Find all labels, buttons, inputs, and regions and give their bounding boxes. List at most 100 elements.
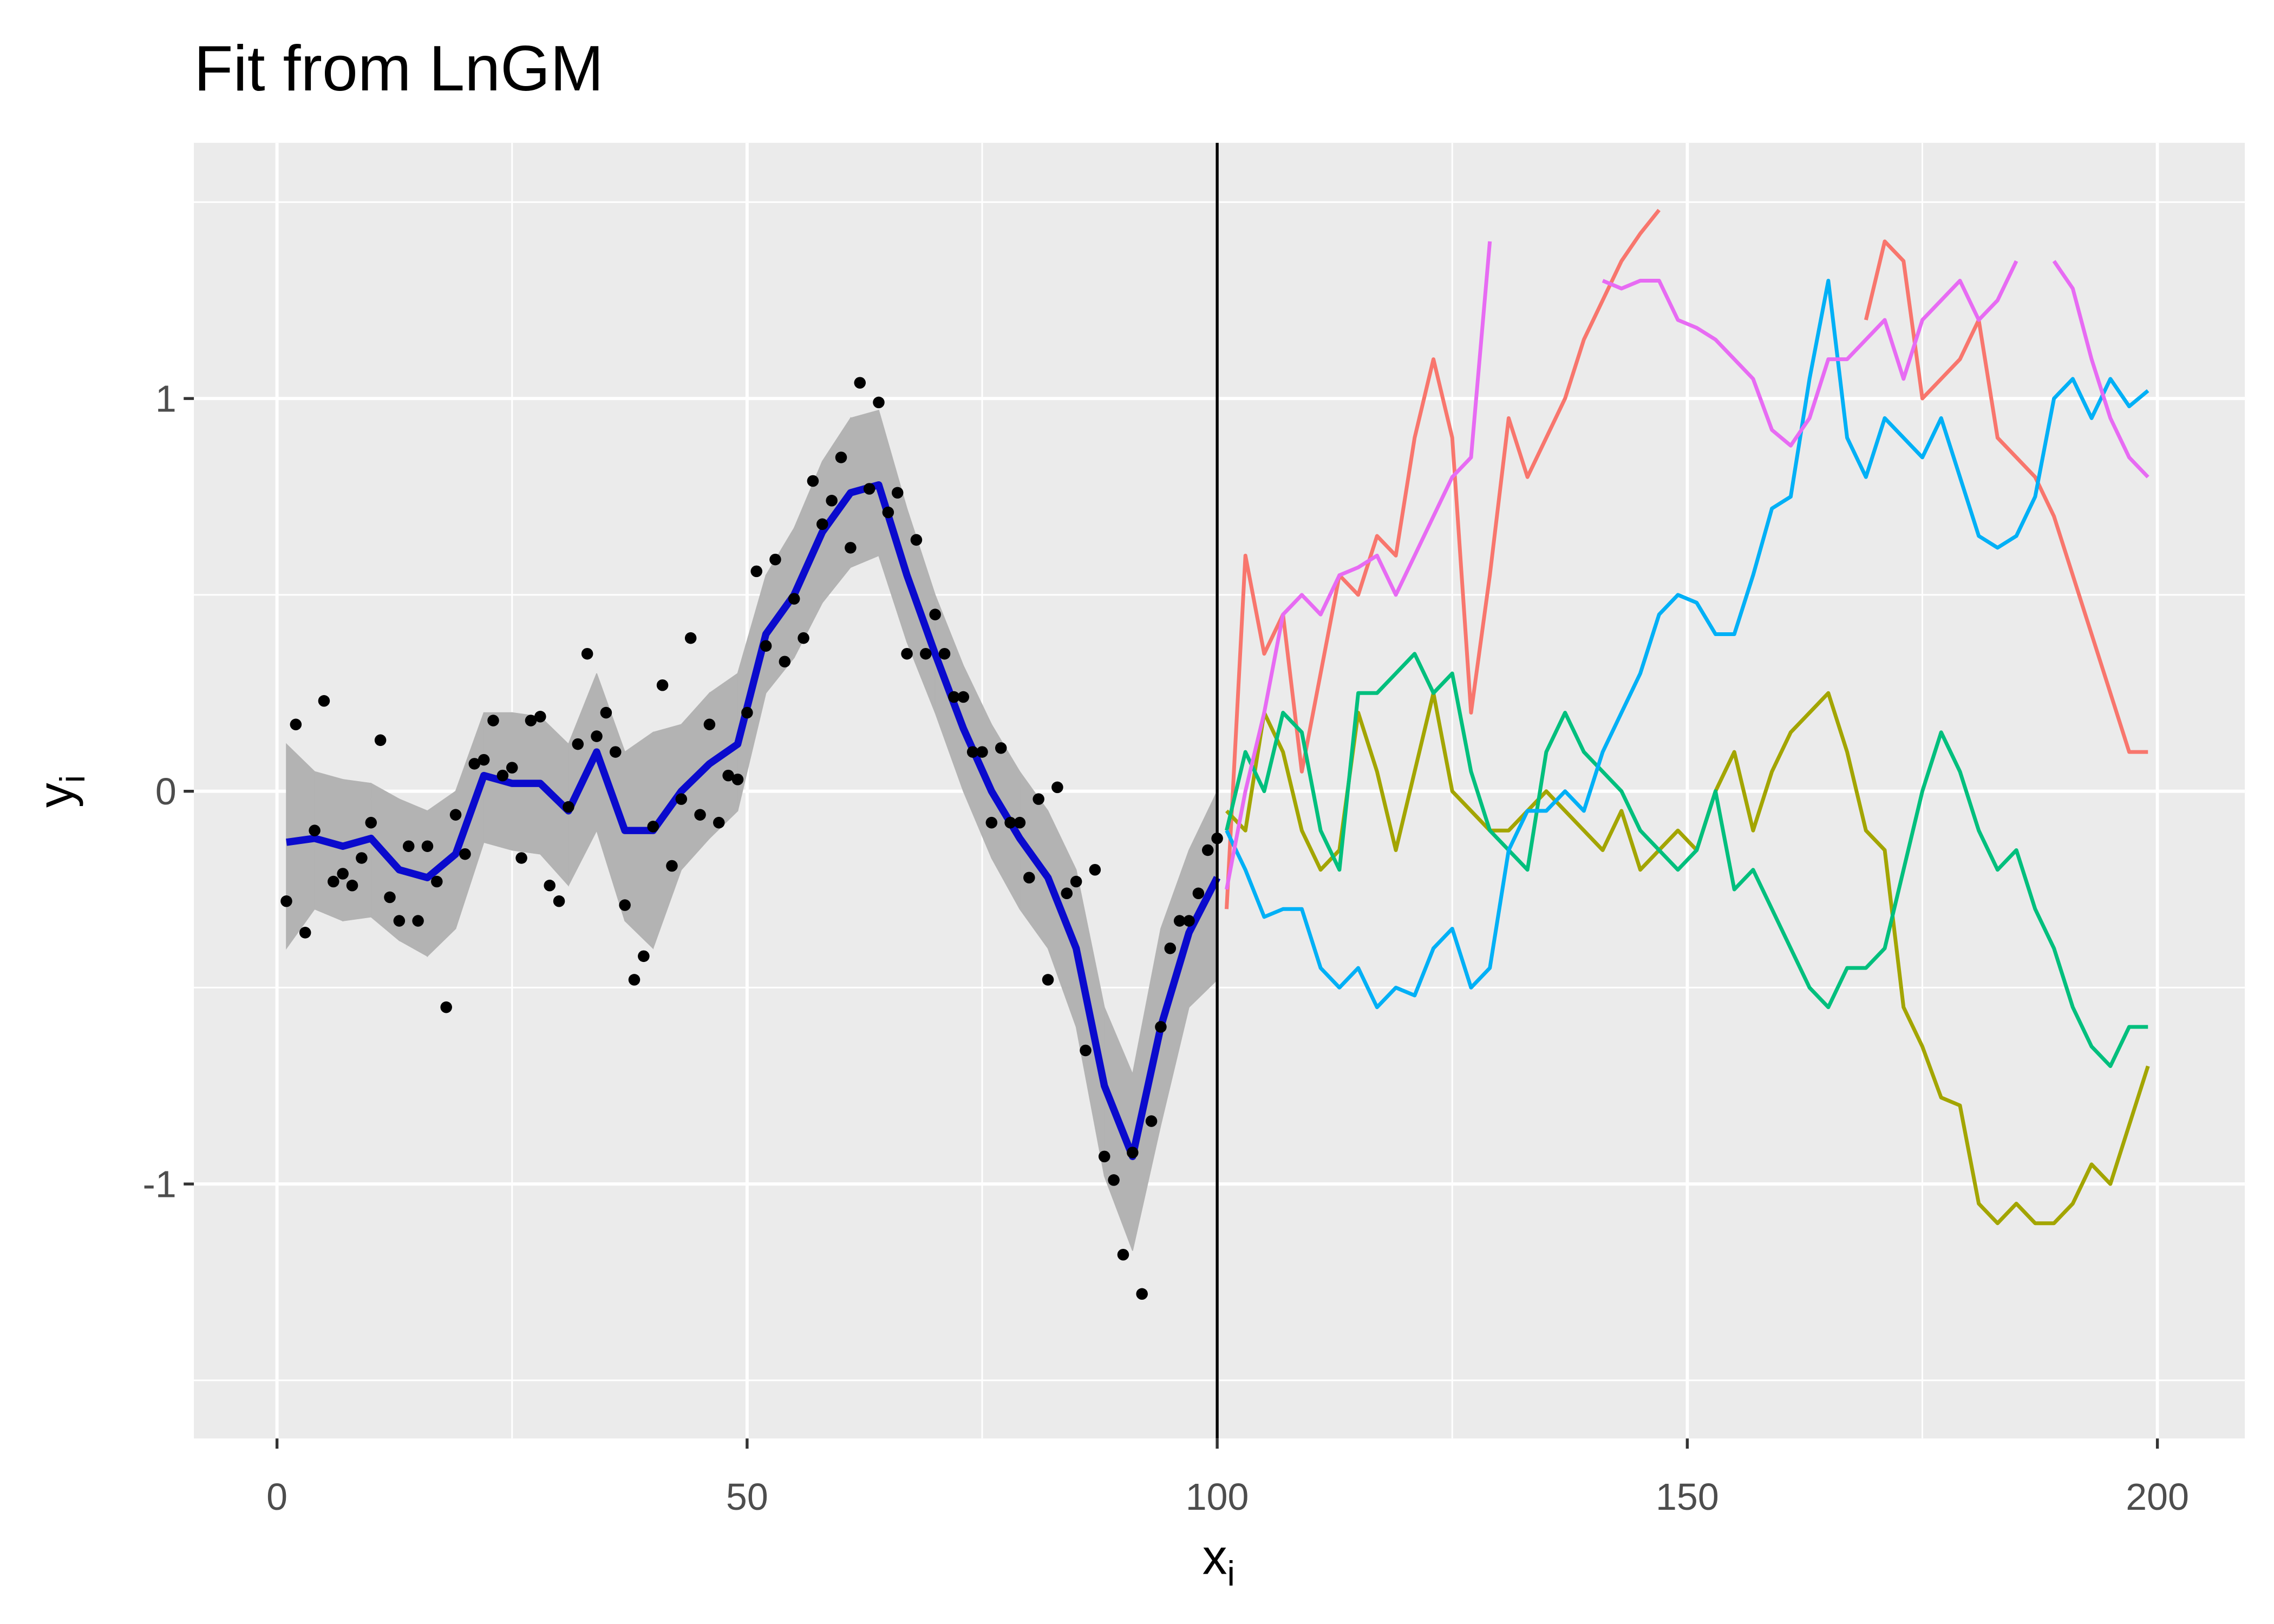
y-tick-label: 0 bbox=[155, 770, 177, 813]
data-point bbox=[901, 647, 913, 660]
x-tick-label: 200 bbox=[2126, 1476, 2189, 1518]
data-point bbox=[863, 483, 875, 495]
data-point bbox=[506, 762, 518, 774]
data-point bbox=[684, 632, 697, 644]
y-axis-label: yi bbox=[29, 775, 93, 808]
x-axis-label-main: x bbox=[1203, 1530, 1227, 1585]
data-point bbox=[694, 809, 706, 821]
data-point bbox=[666, 860, 678, 872]
data-point bbox=[553, 895, 565, 907]
data-point bbox=[402, 840, 415, 852]
data-point bbox=[1108, 1174, 1120, 1186]
data-point bbox=[779, 656, 791, 667]
axes: 0 50 100 150 200 -1 0 1 bbox=[143, 377, 2189, 1518]
data-point bbox=[468, 758, 481, 770]
data-point bbox=[478, 754, 490, 766]
data-point bbox=[1061, 887, 1073, 900]
data-point bbox=[769, 553, 781, 566]
x-axis-label-sub: i bbox=[1227, 1554, 1234, 1593]
data-point bbox=[591, 730, 603, 742]
data-point bbox=[365, 816, 377, 829]
data-point bbox=[1155, 1021, 1167, 1033]
data-point bbox=[910, 534, 923, 546]
data-point bbox=[741, 706, 753, 719]
confidence-band bbox=[342, 778, 372, 921]
data-point bbox=[328, 875, 339, 888]
data-point bbox=[1051, 781, 1063, 794]
data-point bbox=[318, 695, 330, 707]
data-point bbox=[572, 738, 584, 750]
data-point bbox=[845, 542, 857, 554]
data-point bbox=[835, 451, 847, 463]
data-point bbox=[891, 487, 904, 499]
data-point bbox=[882, 506, 894, 519]
data-point bbox=[798, 632, 809, 644]
data-point bbox=[760, 640, 772, 652]
simulated-line bbox=[1224, 208, 2148, 909]
marks bbox=[280, 142, 2150, 1439]
y-tick-label: 1 bbox=[155, 377, 177, 420]
data-point bbox=[356, 852, 368, 864]
data-point bbox=[1070, 875, 1082, 888]
simulated-line bbox=[1225, 278, 2149, 1010]
data-point bbox=[995, 742, 1007, 754]
simulated-line bbox=[1225, 241, 2149, 890]
data-point bbox=[638, 950, 650, 962]
data-point bbox=[1023, 872, 1035, 884]
data-point bbox=[393, 915, 406, 927]
data-point bbox=[957, 691, 970, 703]
data-point bbox=[525, 715, 537, 726]
data-point bbox=[731, 774, 744, 785]
data-point bbox=[628, 974, 641, 986]
data-point bbox=[1089, 863, 1101, 876]
data-point bbox=[656, 679, 669, 691]
data-point bbox=[1098, 1150, 1110, 1163]
data-point bbox=[1201, 844, 1214, 856]
data-point bbox=[600, 706, 612, 719]
data-point bbox=[1145, 1115, 1158, 1127]
data-point bbox=[966, 746, 979, 758]
data-point bbox=[299, 927, 311, 939]
data-point bbox=[938, 647, 951, 660]
data-point bbox=[440, 1001, 452, 1013]
x-tick-label: 0 bbox=[266, 1476, 287, 1518]
data-point bbox=[948, 691, 960, 703]
data-point bbox=[487, 715, 499, 726]
data-point bbox=[309, 824, 321, 836]
data-point bbox=[412, 915, 424, 927]
data-point bbox=[421, 840, 434, 852]
data-point bbox=[1042, 974, 1054, 986]
data-point bbox=[1004, 816, 1016, 829]
data-point bbox=[581, 647, 593, 660]
x-tick-label: 50 bbox=[726, 1476, 768, 1518]
data-point bbox=[384, 891, 396, 903]
data-point bbox=[985, 816, 998, 829]
data-point bbox=[1164, 942, 1177, 954]
data-point bbox=[1127, 1147, 1139, 1158]
data-point bbox=[1183, 915, 1195, 927]
data-point bbox=[750, 565, 762, 578]
data-point bbox=[807, 475, 819, 487]
data-point bbox=[609, 746, 622, 758]
data-point bbox=[703, 718, 716, 731]
data-point bbox=[920, 647, 932, 660]
data-point bbox=[290, 718, 302, 731]
data-point bbox=[929, 608, 941, 620]
data-point bbox=[1136, 1288, 1148, 1300]
data-point bbox=[816, 518, 828, 531]
data-point bbox=[459, 848, 471, 860]
data-point bbox=[374, 734, 387, 746]
data-point bbox=[713, 816, 725, 829]
data-point bbox=[563, 801, 574, 813]
data-point bbox=[788, 593, 800, 605]
data-point bbox=[346, 879, 358, 892]
data-point bbox=[280, 895, 292, 907]
data-point bbox=[496, 769, 509, 782]
fit-line bbox=[286, 481, 1221, 1161]
data-point bbox=[1014, 816, 1026, 829]
data-point bbox=[515, 852, 527, 864]
x-tick-label: 150 bbox=[1656, 1476, 1719, 1518]
data-point bbox=[647, 821, 659, 833]
chart-title: Fit from LnGM bbox=[194, 33, 604, 104]
